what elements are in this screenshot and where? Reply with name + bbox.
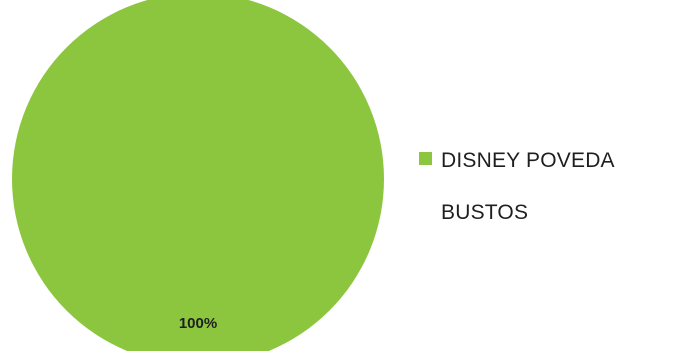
legend-swatch xyxy=(419,152,432,165)
legend-label-line-2: BUSTOS xyxy=(441,201,528,224)
legend: DISNEY POVEDA BUSTOS xyxy=(419,149,615,224)
pie-data-labels: 100% xyxy=(179,315,217,332)
pie-slices xyxy=(12,0,384,351)
legend-label-line-1: DISNEY POVEDA xyxy=(441,149,615,172)
pie-data-label-1: 100% xyxy=(179,315,217,332)
pie-slice-1 xyxy=(12,0,384,351)
